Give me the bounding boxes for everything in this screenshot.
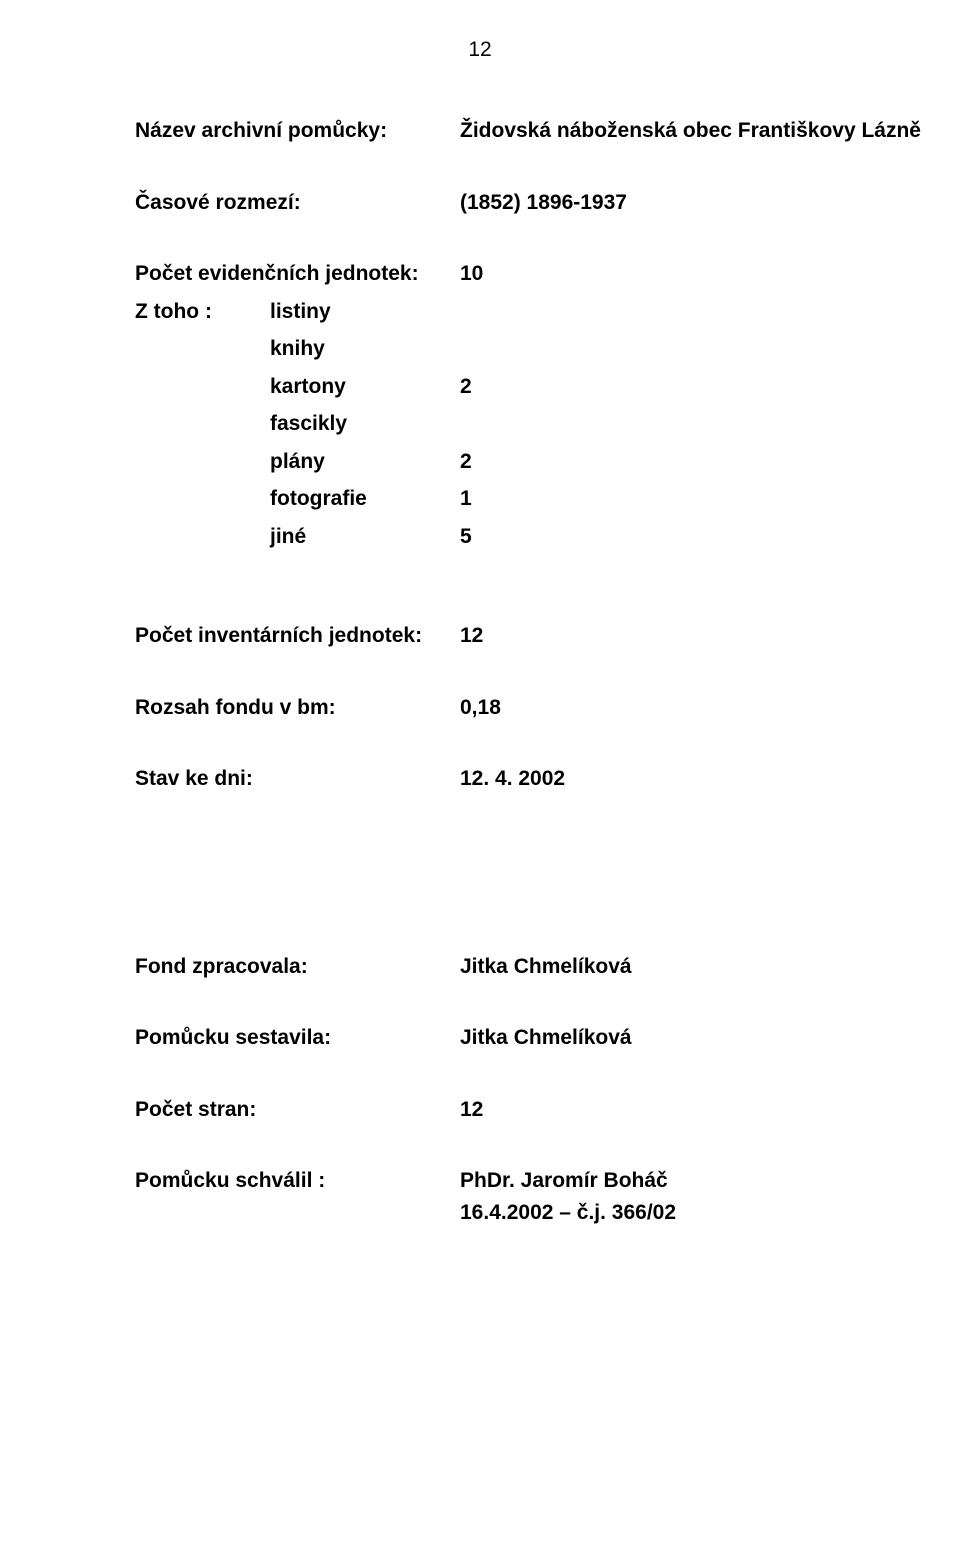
value-invcount: 12 [460,620,483,652]
row-stav: Stav ke dni: 12. 4. 2002 [135,763,885,795]
value-daterange: (1852) 1896-1937 [460,187,627,219]
row-plany: plány 2 [135,446,885,478]
value-jine: 5 [460,521,472,553]
value-title: Židovská náboženská obec Františkovy Láz… [460,115,921,147]
row-ztoho-listiny: Z toho : listiny [135,296,885,328]
value-pomucku-sestavila: Jitka Chmelíková [460,1022,632,1054]
label-fond-zpracovala: Fond zpracovala: [135,951,460,983]
label-jine: jiné [270,521,460,553]
label-stav: Stav ke dni: [135,763,460,795]
row-jine: jiné 5 [135,521,885,553]
label-kartony: kartony [270,371,460,403]
label-daterange: Časové rozmezí: [135,187,460,219]
value-pocet-stran: 12 [460,1094,483,1126]
label-listiny: listiny [270,296,460,328]
label-pomucku-sestavila: Pomůcku sestavila: [135,1022,460,1054]
row-invcount: Počet inventárních jednotek: 12 [135,620,885,652]
value-schvalil: PhDr. Jaromír Boháč 16.4.2002 – č.j. 366… [460,1165,676,1228]
row-schvalil: Pomůcku schválil : PhDr. Jaromír Boháč 1… [135,1165,885,1228]
value-fotografie: 1 [460,483,472,515]
label-ztoho: Z toho : [135,296,270,328]
label-title: Název archivní pomůcky: [135,115,460,147]
row-pomucku-sestavila: Pomůcku sestavila: Jitka Chmelíková [135,1022,885,1054]
row-evidcount: Počet evidenčních jednotek: 10 [135,258,885,290]
row-extent: Rozsah fondu v bm: 0,18 [135,692,885,724]
label-invcount: Počet inventárních jednotek: [135,620,460,652]
label-pocet-stran: Počet stran: [135,1094,460,1126]
label-fascikly: fascikly [270,408,460,440]
page-number: 12 [0,38,960,62]
row-knihy: knihy [135,333,885,365]
row-daterange: Časové rozmezí: (1852) 1896-1937 [135,187,885,219]
label-knihy: knihy [270,333,460,365]
label-fotografie: fotografie [270,483,460,515]
row-title: Název archivní pomůcky: Židovská nábožen… [135,115,885,147]
value-evidcount: 10 [460,258,483,290]
value-extent: 0,18 [460,692,501,724]
row-fascikly: fascikly [135,408,885,440]
label-plany: plány [270,446,460,478]
value-fond-zpracovala: Jitka Chmelíková [460,951,632,983]
row-pocet-stran: Počet stran: 12 [135,1094,885,1126]
row-fotografie: fotografie 1 [135,483,885,515]
value-kartony: 2 [460,371,472,403]
value-stav: 12. 4. 2002 [460,763,565,795]
value-schvalil-line2: 16.4.2002 – č.j. 366/02 [460,1197,676,1229]
label-extent: Rozsah fondu v bm: [135,692,460,724]
row-fond-zpracovala: Fond zpracovala: Jitka Chmelíková [135,951,885,983]
value-schvalil-line1: PhDr. Jaromír Boháč [460,1165,676,1197]
value-plany: 2 [460,446,472,478]
label-schvalil: Pomůcku schválil : [135,1165,460,1228]
sublist-ztoho: Z toho : listiny knihy kartony 2 fascikl… [135,296,885,553]
label-evidcount: Počet evidenčních jednotek: [135,258,460,290]
row-kartony: kartony 2 [135,371,885,403]
document-body: Název archivní pomůcky: Židovská nábožen… [135,115,885,1234]
